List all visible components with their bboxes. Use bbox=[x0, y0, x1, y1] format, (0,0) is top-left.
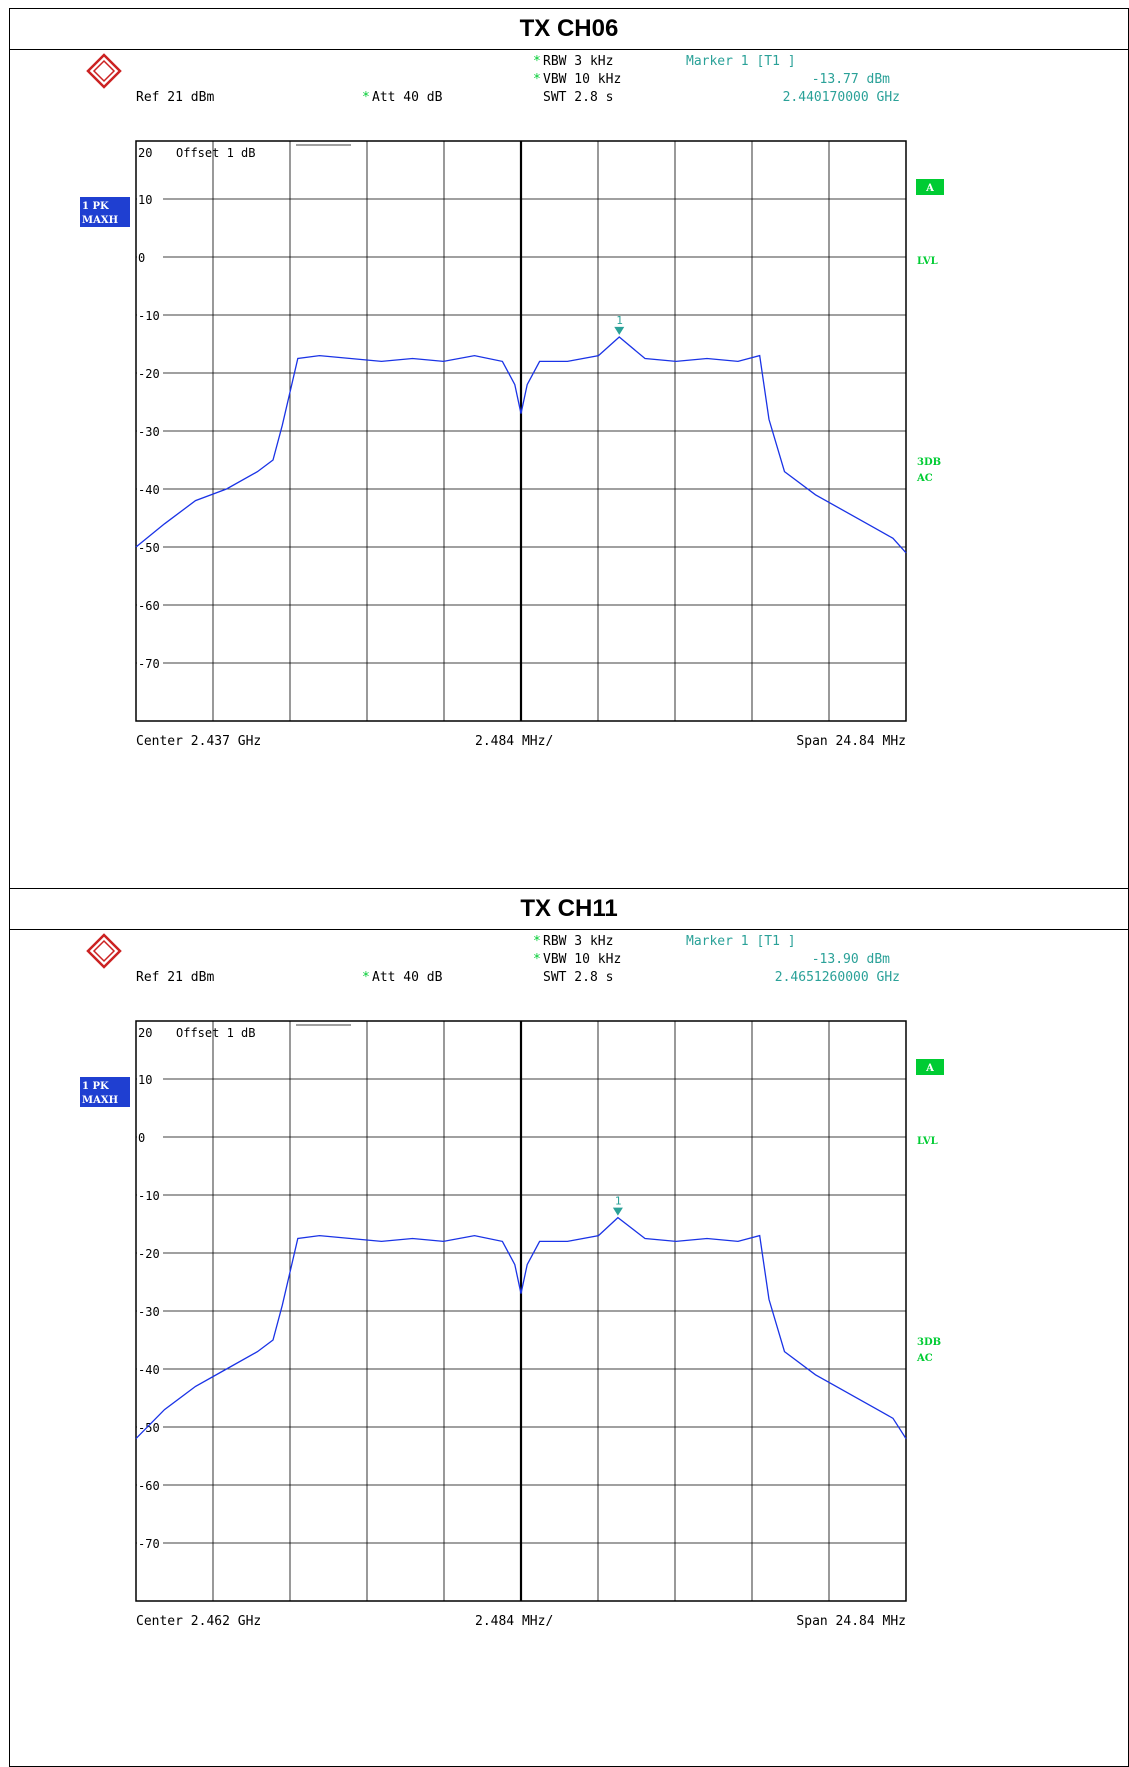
y-tick-label: -60 bbox=[138, 599, 160, 613]
marker-level: -13.77 dBm bbox=[812, 72, 890, 87]
y-tick-label-bg bbox=[137, 1304, 163, 1317]
y-tick-label-bg bbox=[137, 250, 163, 263]
y-tick-label-bg bbox=[137, 540, 163, 553]
status-a-badge bbox=[916, 179, 944, 195]
status-a-label: A bbox=[925, 1063, 934, 1074]
y-tick-label-bg bbox=[137, 1420, 163, 1433]
y-tick-label: 0 bbox=[138, 1131, 145, 1145]
rbw-star-icon: * bbox=[533, 54, 541, 69]
ref-level-label: Ref 21 dBm bbox=[136, 970, 214, 985]
swt-label: SWT 2.8 s bbox=[543, 970, 613, 985]
y-tick-label: -20 bbox=[138, 1247, 160, 1261]
y-tick-label-bg bbox=[137, 1072, 163, 1085]
y-tick-label-bg bbox=[137, 1362, 163, 1375]
trace-tag bbox=[80, 1077, 130, 1107]
y-tick-label: -10 bbox=[138, 1189, 160, 1203]
y-tick-label-bg bbox=[137, 308, 163, 321]
swt-label: SWT 2.8 s bbox=[543, 90, 613, 105]
vbw-label: VBW 10 kHz bbox=[543, 952, 621, 967]
y-tick-label-bg bbox=[137, 366, 163, 379]
chart-title: TX CH11 bbox=[10, 889, 1128, 930]
y-tick-label: 10 bbox=[138, 1073, 152, 1087]
y-tick-label-bg bbox=[137, 1130, 163, 1143]
y-tick-label-bg bbox=[137, 192, 163, 205]
y-tick-label: 20 bbox=[138, 1026, 152, 1040]
y-tick-label: -50 bbox=[138, 541, 160, 555]
y-tick-label: -30 bbox=[138, 1305, 160, 1319]
marker-triangle-icon bbox=[614, 326, 625, 335]
marker-frequency: 2.440170000 GHz bbox=[783, 90, 900, 105]
att-label: Att 40 dB bbox=[372, 970, 443, 985]
chart-title: TX CH06 bbox=[10, 9, 1128, 50]
trace-tag-line1: 1 PK bbox=[82, 201, 109, 212]
y-tick-label: -40 bbox=[138, 483, 160, 497]
trace-tag-line2: MAXH bbox=[82, 215, 118, 226]
center-frequency-label: Center 2.462 GHz bbox=[136, 1614, 261, 1629]
y-tick-label: 0 bbox=[138, 251, 145, 265]
y-tick-label: -20 bbox=[138, 367, 160, 381]
y-tick-label: -30 bbox=[138, 425, 160, 439]
att-label: Att 40 dB bbox=[372, 90, 443, 105]
vbw-star-icon: * bbox=[533, 72, 541, 87]
marker-number: 1 bbox=[615, 1195, 622, 1208]
y-tick-label-bg bbox=[137, 1478, 163, 1491]
ac-label: AC bbox=[916, 473, 933, 484]
spectrum-trace bbox=[135, 336, 907, 554]
status-a-badge bbox=[916, 1059, 944, 1075]
ref-level-label: Ref 21 dBm bbox=[136, 90, 214, 105]
offset-label: Offset 1 dB bbox=[176, 1026, 255, 1040]
y-tick-label-bg bbox=[137, 1188, 163, 1201]
division-label: 2.484 MHz/ bbox=[475, 1614, 553, 1629]
lvl-label: LVL bbox=[917, 256, 938, 267]
ac-label: AC bbox=[916, 1353, 933, 1364]
y-tick-label: -40 bbox=[138, 1363, 160, 1377]
chart-panel-ch11: TX CH11 * RBW 3 kHz * VBW 10 kHz SWT 2.8 s Re… bbox=[9, 888, 1129, 1767]
rbw-label: RBW 3 kHz bbox=[543, 54, 613, 69]
att-star-icon: * bbox=[362, 970, 370, 985]
lvl-label: LVL bbox=[917, 1136, 938, 1147]
span-label: Span 24.84 MHz bbox=[796, 734, 906, 749]
marker-label: Marker 1 [T1 ] bbox=[686, 934, 796, 949]
rohde-schwarz-logo-icon bbox=[86, 53, 122, 89]
vbw-star-icon: * bbox=[533, 952, 541, 967]
y-tick-label: -60 bbox=[138, 1479, 160, 1493]
y-tick-label-bg bbox=[137, 1246, 163, 1259]
division-label: 2.484 MHz/ bbox=[475, 734, 553, 749]
y-tick-label: 10 bbox=[138, 193, 152, 207]
marker-level: -13.90 dBm bbox=[812, 952, 890, 967]
y-tick-label: -10 bbox=[138, 309, 160, 323]
y-tick-label: -70 bbox=[138, 1537, 160, 1551]
y-tick-label-bg bbox=[137, 424, 163, 437]
rbw-star-icon: * bbox=[533, 934, 541, 949]
offset-label: Offset 1 dB bbox=[176, 146, 255, 160]
y-tick-label-bg bbox=[137, 482, 163, 495]
trace-tag-line1: 1 PK bbox=[82, 1081, 109, 1092]
chart-panel-ch06: TX CH06 * RBW 3 kHz * VBW 10 kHz SWT 2.8 s Re… bbox=[9, 8, 1129, 889]
vbw-label: VBW 10 kHz bbox=[543, 72, 621, 87]
span-label: Span 24.84 MHz bbox=[796, 1614, 906, 1629]
spectrum-trace bbox=[135, 1216, 907, 1440]
att-star-icon: * bbox=[362, 90, 370, 105]
y-tick-label: 20 bbox=[138, 146, 152, 160]
trace-tag-line2: MAXH bbox=[82, 1095, 118, 1106]
db3-label: 3DB bbox=[917, 457, 941, 468]
y-tick-label: -70 bbox=[138, 657, 160, 671]
db3-label: 3DB bbox=[917, 1337, 941, 1348]
marker-frequency: 2.4651260000 GHz bbox=[775, 970, 900, 985]
marker-label: Marker 1 [T1 ] bbox=[686, 54, 796, 69]
marker-triangle-icon bbox=[612, 1207, 623, 1216]
status-a-label: A bbox=[925, 183, 934, 194]
trace-tag bbox=[80, 197, 130, 227]
rbw-label: RBW 3 kHz bbox=[543, 934, 613, 949]
y-tick-label-bg bbox=[137, 598, 163, 611]
rohde-schwarz-logo-icon bbox=[86, 933, 122, 969]
y-tick-label-bg bbox=[137, 656, 163, 669]
center-frequency-label: Center 2.437 GHz bbox=[136, 734, 261, 749]
marker-number: 1 bbox=[616, 314, 623, 327]
y-tick-label-bg bbox=[137, 1536, 163, 1549]
